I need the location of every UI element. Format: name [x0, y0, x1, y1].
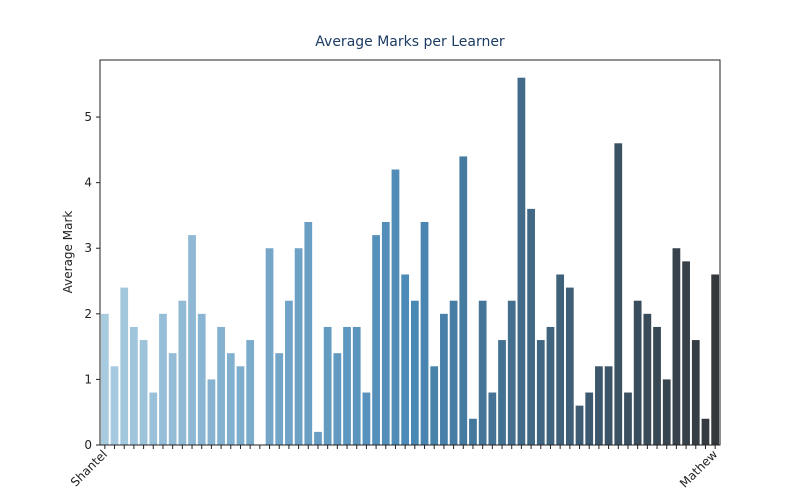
bar: [381, 222, 390, 445]
bar: [265, 248, 274, 445]
y-tick-label: 2: [84, 307, 92, 321]
y-tick-label: 0: [84, 438, 92, 452]
bar: [595, 366, 603, 445]
bar: [362, 392, 371, 445]
bar: [507, 300, 516, 445]
bar: [459, 156, 468, 445]
bar: [469, 418, 477, 445]
bar: [711, 274, 720, 445]
bar: [178, 300, 187, 445]
bar: [565, 287, 574, 445]
bar: [643, 313, 652, 445]
bar: [410, 300, 419, 445]
bar: [149, 392, 158, 445]
y-tick-label: 3: [84, 241, 92, 255]
y-axis-label: Average Mark: [61, 211, 75, 294]
bar: [440, 313, 448, 445]
bar: [556, 274, 565, 445]
y-tick-label: 1: [84, 372, 92, 386]
bar: [575, 405, 584, 445]
bar: [546, 326, 555, 445]
bar: [488, 392, 497, 445]
bar: [517, 77, 526, 446]
bar: [159, 313, 167, 445]
bar: [120, 287, 129, 445]
bar: [110, 366, 119, 445]
bar: [343, 326, 351, 445]
bar: [401, 274, 410, 445]
bar: [701, 418, 710, 445]
bar: [275, 353, 284, 445]
bar: [139, 340, 148, 445]
plot-frame: [99, 59, 721, 446]
bar: [188, 235, 196, 445]
bar: [604, 366, 613, 445]
bar: [653, 326, 661, 445]
bar: [207, 379, 216, 445]
bar: [304, 222, 313, 445]
bar: [430, 366, 439, 445]
bar: [672, 248, 681, 445]
bar: [585, 392, 594, 445]
bar: [527, 208, 535, 445]
bar: [536, 340, 545, 445]
bar: [323, 326, 332, 445]
bar: [333, 353, 342, 445]
bar: [478, 300, 487, 445]
bar: [236, 366, 245, 445]
bar: [168, 353, 177, 445]
bar: [197, 313, 206, 445]
bar: [614, 143, 623, 445]
bar: [352, 326, 361, 445]
bar: [391, 169, 400, 446]
bar: [314, 431, 322, 445]
bar: [624, 392, 632, 445]
bar: [449, 300, 458, 445]
bar: [294, 248, 303, 445]
bar: [498, 340, 506, 445]
bar: [246, 340, 255, 445]
y-tick-label: 4: [84, 176, 92, 190]
bar: [682, 261, 690, 445]
x-tick-label: Mathew: [677, 447, 720, 490]
x-tick-label: Shantel: [68, 447, 110, 489]
bar: [633, 300, 642, 445]
bar: [372, 235, 380, 445]
bar: [420, 222, 429, 445]
bar: [285, 300, 293, 445]
bar: [100, 313, 109, 445]
bar: [691, 340, 700, 445]
chart-title: Average Marks per Learner: [315, 34, 505, 50]
bar: [662, 379, 671, 445]
bar: [226, 353, 235, 445]
bar: [217, 326, 225, 445]
bar: [130, 326, 138, 445]
y-tick-label: 5: [84, 110, 92, 124]
